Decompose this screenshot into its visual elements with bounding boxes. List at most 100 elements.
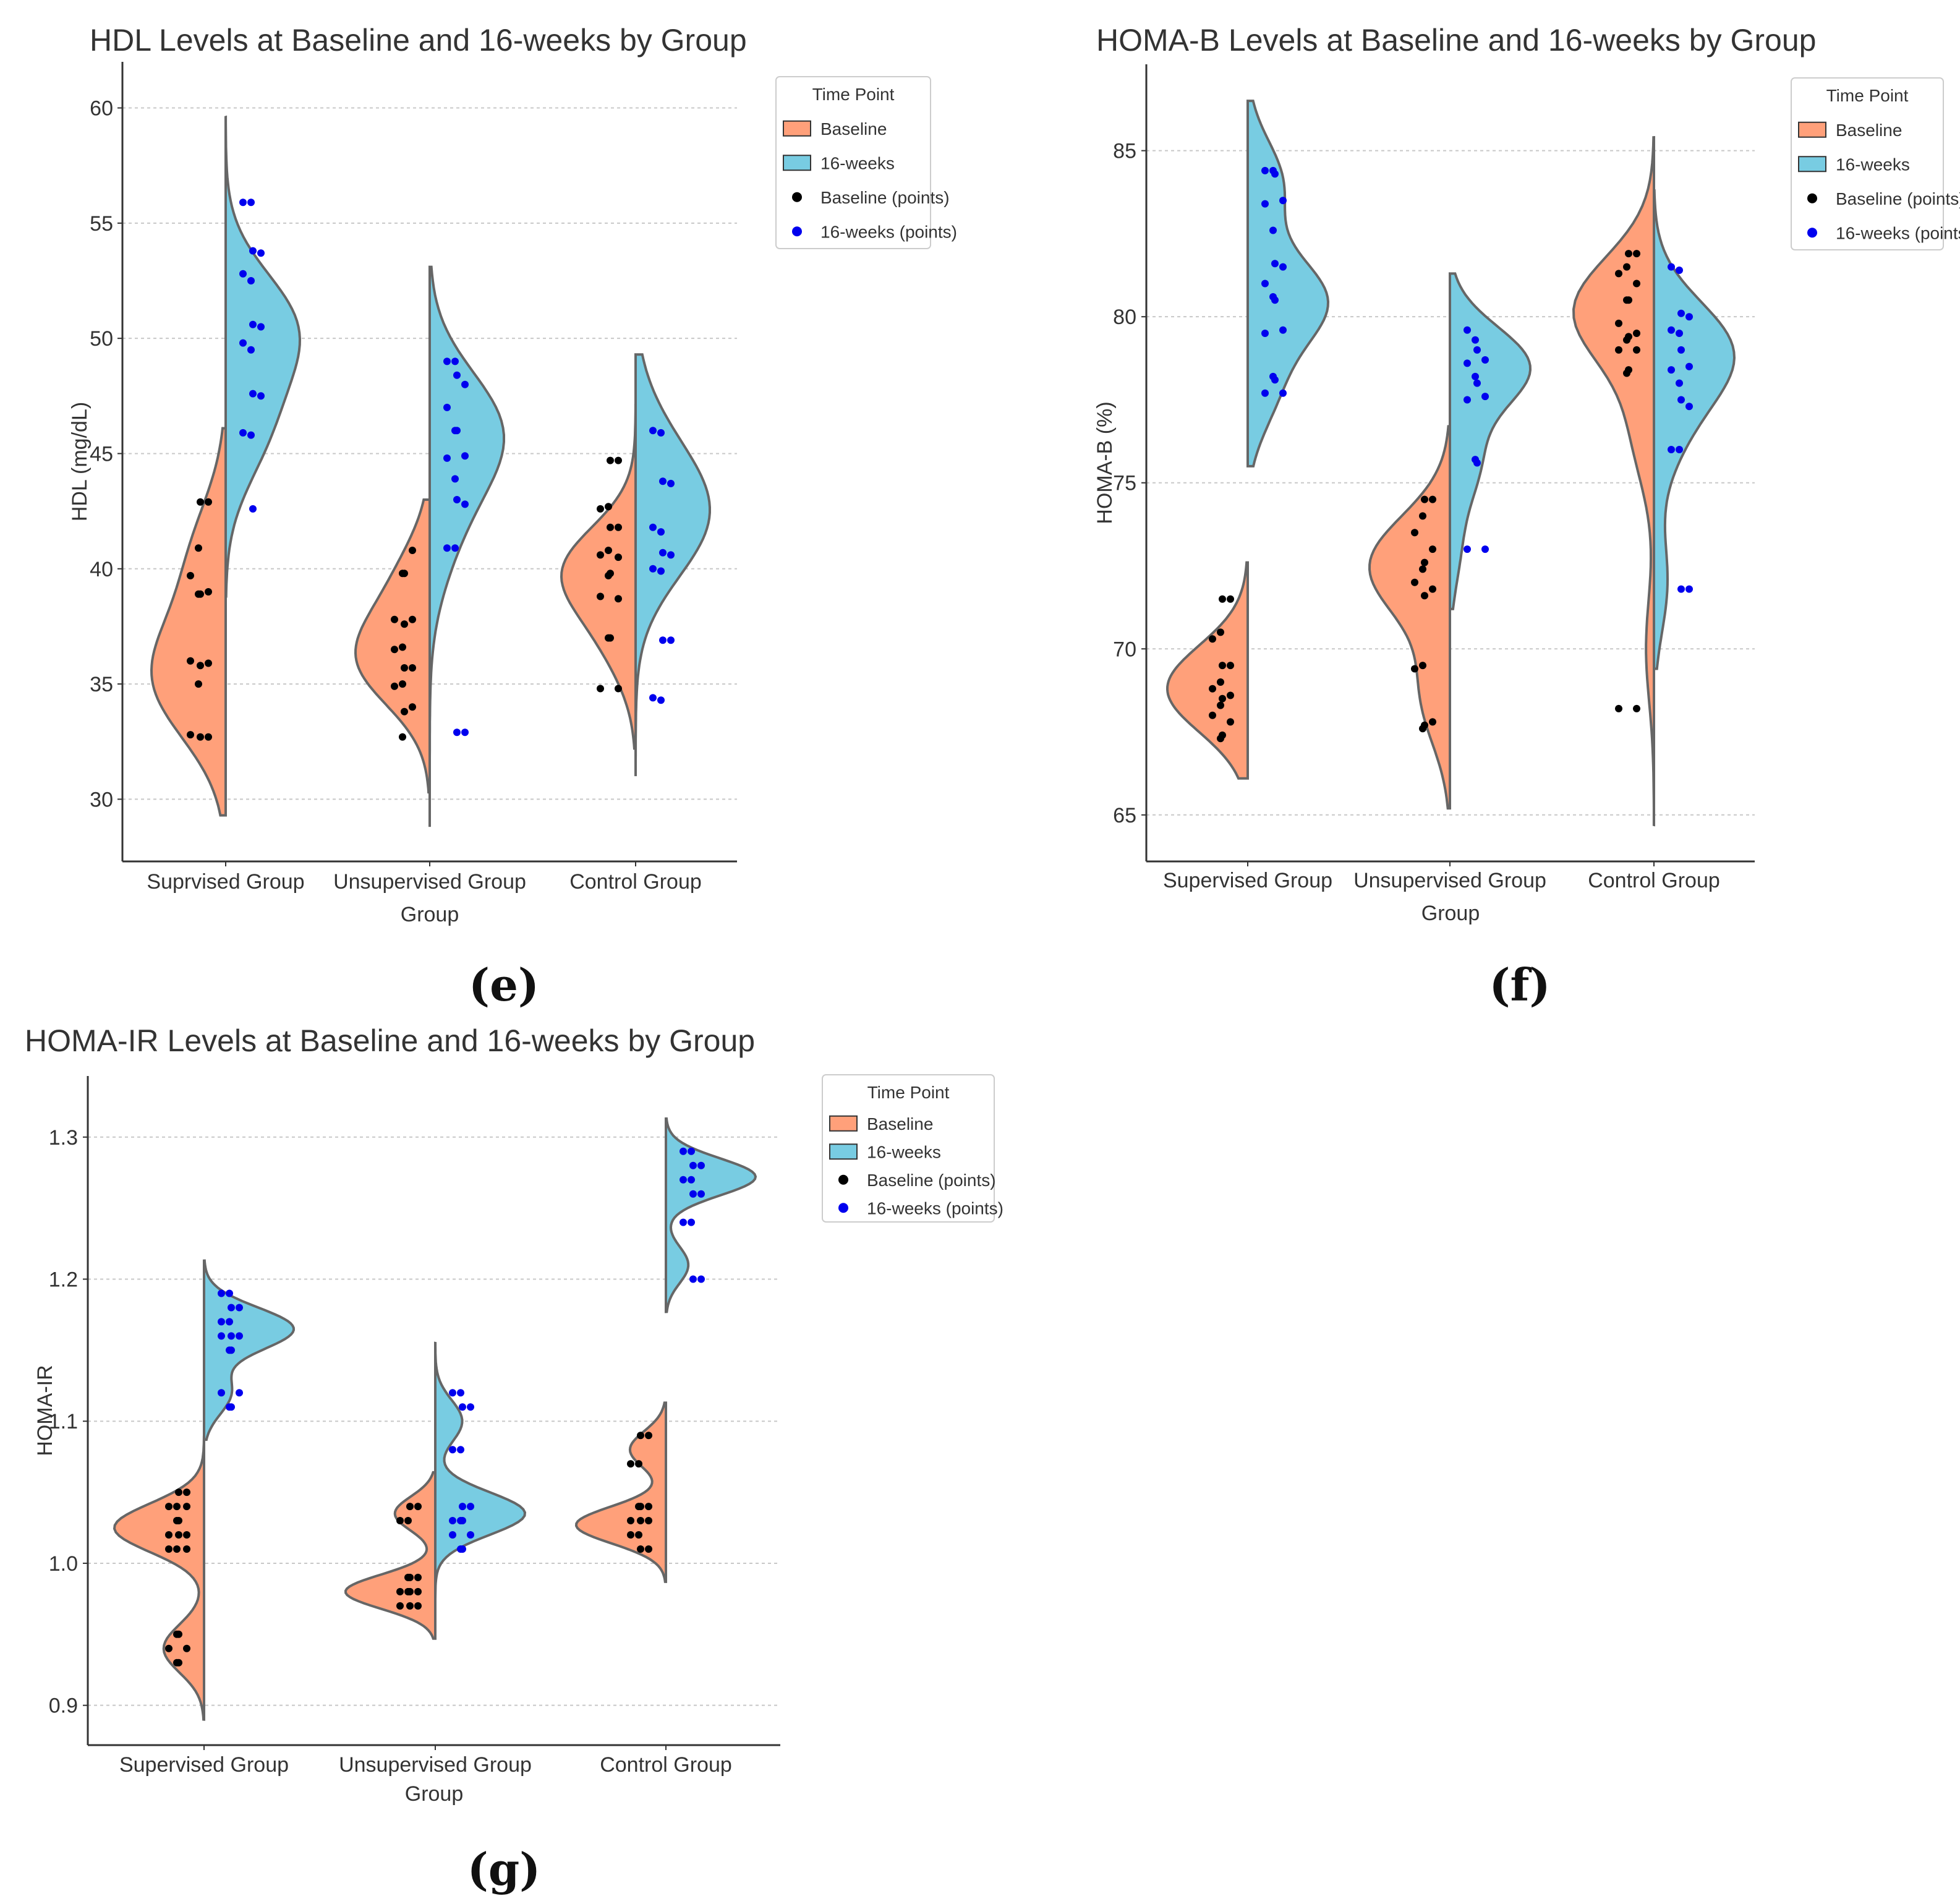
chart-title: HDL Levels at Baseline and 16-weeks by G…	[90, 23, 747, 58]
legend-entry-label: Baseline (points)	[867, 1171, 996, 1190]
x-axis-label: Group	[405, 1782, 464, 1806]
16-weeks-point	[459, 1403, 466, 1411]
16-weeks-point	[659, 636, 667, 644]
16-weeks-violin	[1449, 272, 1532, 610]
16-weeks-point	[680, 1218, 687, 1226]
baseline-point	[627, 1460, 634, 1468]
baseline-point	[1209, 635, 1216, 643]
y-axis-label: HOMA-B (%)	[1093, 401, 1117, 524]
16-weeks-point	[1473, 346, 1481, 354]
x-tick-label: Control Group	[600, 1753, 732, 1777]
16-weeks-point	[236, 1332, 243, 1340]
baseline-point	[637, 1432, 644, 1440]
16-weeks-point	[467, 1403, 474, 1411]
baseline-point	[645, 1517, 652, 1524]
baseline-legend-swatch	[1798, 121, 1826, 138]
16-weeks-point	[697, 1275, 705, 1283]
16-weeks-point	[1668, 263, 1675, 271]
baseline-point	[406, 1602, 414, 1610]
legend-entry-label: 16-weeks	[820, 153, 895, 173]
16-weeks-points-legend-marker	[792, 226, 802, 237]
y-axis-label: HOMA-IR	[33, 1365, 57, 1456]
x-tick-label: Supervised Group	[119, 1753, 289, 1777]
baseline-point	[173, 1503, 181, 1511]
legend-entry-label: Baseline	[867, 1114, 933, 1134]
baseline-legend-swatch	[783, 120, 811, 137]
16-weeks-point	[451, 357, 459, 365]
16-weeks-point	[247, 346, 255, 354]
16-weeks-point	[218, 1289, 225, 1297]
baseline-points-legend-marker	[792, 192, 802, 202]
16-weeks-point	[239, 199, 247, 207]
baseline-point	[1219, 694, 1226, 702]
baseline-point	[205, 498, 212, 506]
16-weeks-point	[1473, 379, 1481, 387]
16-weeks-point	[249, 505, 257, 513]
legend-entry-label: Baseline	[820, 119, 887, 139]
16-weeks-point	[249, 390, 257, 398]
16-weeks-point	[461, 728, 469, 737]
16-weeks-point	[257, 323, 265, 331]
baseline-point	[197, 733, 204, 741]
16-weeks-point	[226, 1318, 233, 1326]
16-weeks-point	[688, 1176, 695, 1184]
baseline-point	[1633, 250, 1640, 258]
baseline-point	[401, 664, 408, 672]
baseline-point	[399, 570, 406, 578]
y-tick-label: 75	[1113, 472, 1136, 495]
x-tick-label: Supervised Group	[1163, 869, 1332, 892]
16-weeks-point	[453, 728, 461, 737]
16-weeks-point	[1685, 362, 1693, 370]
16-weeks-point	[1685, 313, 1693, 321]
16-weeks-violin	[1653, 189, 1736, 670]
x-tick-label: Unsupervised Group	[1353, 869, 1546, 892]
16-weeks-point	[659, 477, 667, 485]
baseline-point	[1429, 718, 1436, 726]
baseline-point	[197, 498, 204, 506]
legend-entry-label: 16-weeks (points)	[820, 222, 957, 241]
legend: Time Point Baseline 16-weeks Baseline (poin…	[1791, 77, 1960, 250]
16-weeks-point	[218, 1318, 225, 1326]
chart-f: HOMA-B Levels at Baseline and 16-weeks b…	[1093, 23, 1960, 1011]
16-weeks-point	[249, 320, 257, 328]
16-weeks-point	[657, 567, 665, 575]
baseline-point	[627, 1531, 634, 1539]
baseline-point	[635, 1531, 642, 1539]
baseline-violin	[1165, 561, 1249, 780]
y-tick-label: 35	[90, 673, 113, 696]
baseline-point	[1623, 263, 1630, 271]
baseline-point	[1615, 704, 1622, 712]
baseline-point	[195, 590, 202, 598]
16-weeks-point	[443, 357, 451, 365]
baseline-point	[409, 703, 416, 711]
baseline-point	[404, 1517, 412, 1524]
legend-entry-label: Baseline (points)	[1836, 189, 1960, 208]
16-weeks-point	[688, 1218, 695, 1226]
16-weeks-point	[461, 380, 469, 388]
y-tick-label: 50	[90, 327, 113, 351]
16-weeks-point	[1676, 446, 1683, 453]
16-weeks-point	[239, 429, 247, 437]
baseline-point	[399, 733, 406, 741]
16-weeks-point	[459, 1503, 466, 1511]
baseline-point	[183, 1644, 190, 1652]
baseline-point	[414, 1503, 422, 1511]
baseline-point	[607, 456, 614, 464]
y-axis-label: HDL (mg/dL)	[68, 402, 92, 521]
baseline-point	[1411, 665, 1418, 673]
16-weeks-point	[1464, 396, 1471, 404]
baseline-point	[605, 571, 612, 579]
16-weeks-point	[1481, 393, 1489, 401]
baseline-point	[173, 1517, 181, 1524]
baseline-point	[404, 1573, 412, 1581]
panel-label: (g)	[467, 1843, 540, 1895]
16-weeks-point	[667, 479, 675, 487]
x-tick-label: Control Group	[1588, 869, 1720, 892]
baseline-point	[1419, 725, 1426, 733]
baseline-points-legend-marker	[838, 1174, 848, 1185]
panel-label: (e)	[469, 959, 539, 1011]
baseline-point	[1633, 704, 1640, 712]
legend-entry-label: 16-weeks	[867, 1142, 941, 1161]
baseline-point	[1421, 592, 1428, 600]
16-weeks-point	[680, 1176, 687, 1184]
